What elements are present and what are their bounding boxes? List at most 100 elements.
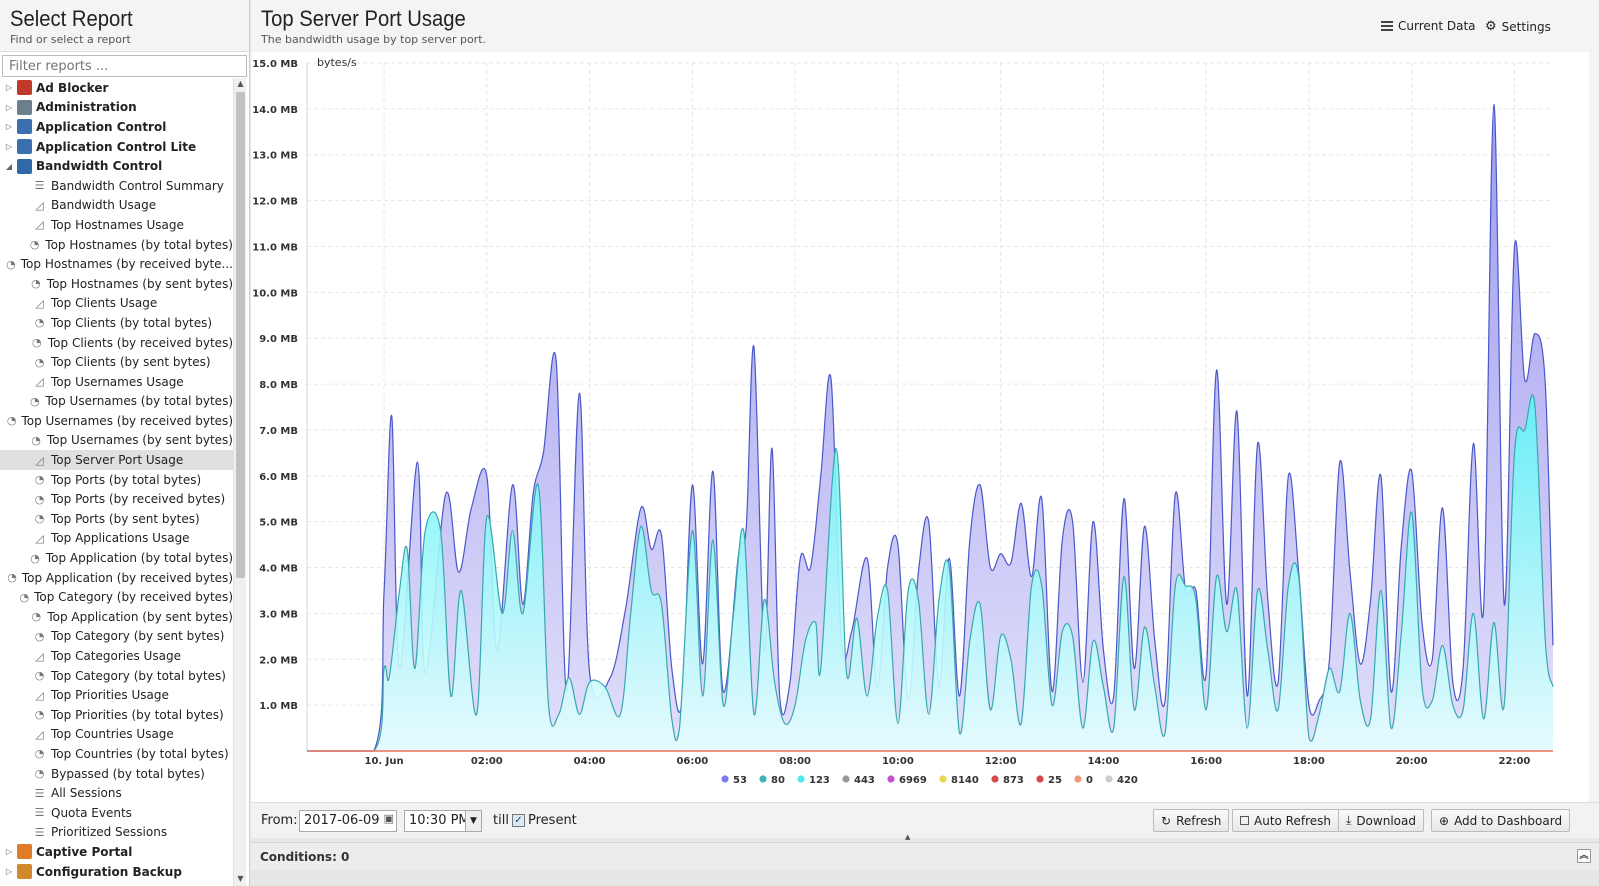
- bandwidth-control-icon: [17, 158, 32, 174]
- legend-label[interactable]: 443: [854, 775, 875, 786]
- expand-triangle-icon[interactable]: ▷: [5, 847, 13, 857]
- expand-triangle-icon[interactable]: ▷: [5, 867, 13, 877]
- add-to-dashboard-button[interactable]: ⊕ Add to Dashboard: [1431, 809, 1571, 832]
- legend-marker[interactable]: [991, 775, 999, 783]
- scroll-down-arrow-icon[interactable]: ▼: [237, 874, 244, 883]
- legend-label[interactable]: 6969: [899, 775, 927, 786]
- tree-report-item[interactable]: ◔ Top Clients (by total bytes): [0, 313, 233, 333]
- tree-group-item[interactable]: ▷ Administration: [0, 98, 233, 118]
- tree-group-item[interactable]: ◢ Bandwidth Control: [0, 156, 233, 176]
- tree-group-item[interactable]: ▷ Configuration Backup: [0, 862, 233, 882]
- legend-label[interactable]: 873: [1003, 775, 1024, 786]
- legend-label[interactable]: 80: [771, 775, 785, 786]
- legend-marker[interactable]: [759, 775, 767, 783]
- tree-report-item[interactable]: ◔ Top Clients (by sent bytes): [0, 352, 233, 372]
- report-tree-scrollbar[interactable]: ▲ ▼: [233, 78, 246, 886]
- tree-report-item[interactable]: ◿ Top Applications Usage: [0, 529, 233, 549]
- tree-report-item[interactable]: ◿ Top Usernames Usage: [0, 372, 233, 392]
- chevron-down-icon[interactable]: ▼: [465, 811, 481, 831]
- tree-report-item[interactable]: ◔ Top Priorities (by total bytes): [0, 705, 233, 725]
- tree-report-item[interactable]: ◔ Top Application (by received bytes): [0, 568, 233, 588]
- tree-report-item[interactable]: ◔ Top Ports (by sent bytes): [0, 509, 233, 529]
- legend-label[interactable]: 0: [1086, 775, 1093, 786]
- tree-report-item[interactable]: ☰ Prioritized Sessions: [0, 823, 233, 843]
- x-tick-label: 02:00: [471, 756, 503, 767]
- tree-report-item[interactable]: ◔ Top Category (by received bytes): [0, 587, 233, 607]
- collapse-arrow-icon[interactable]: ▲: [905, 833, 911, 841]
- tree-report-item[interactable]: ☰ Bandwidth Control Summary: [0, 176, 233, 196]
- settings-button[interactable]: ⚙ Settings: [1485, 19, 1551, 34]
- tree-report-item[interactable]: ◿ Top Categories Usage: [0, 646, 233, 666]
- tree-report-item[interactable]: ◔ Top Usernames (by sent bytes): [0, 431, 233, 451]
- tree-report-item[interactable]: ◔ Top Usernames (by total bytes): [0, 392, 233, 412]
- tree-report-item[interactable]: ◿ Top Server Port Usage: [0, 450, 233, 470]
- tree-report-item[interactable]: ◔ Top Countries (by total bytes): [0, 744, 233, 764]
- bandwidth-chart: 1.0 MB 2.0 MB 3.0 MB 4.0 MB 5.0 MB 6.0 MB 7.0 …: [251, 52, 1589, 802]
- x-tick-label: 16:00: [1190, 756, 1222, 767]
- legend-marker[interactable]: [1036, 775, 1044, 783]
- tree-report-item[interactable]: ◔ Top Ports (by received bytes): [0, 489, 233, 509]
- expand-triangle-icon[interactable]: ▷: [5, 142, 13, 152]
- tree-report-item[interactable]: ◿ Top Clients Usage: [0, 294, 233, 314]
- collapse-triangle-icon[interactable]: ◢: [5, 161, 13, 171]
- auto-refresh-button[interactable]: Auto Refresh: [1232, 809, 1339, 832]
- tree-report-item[interactable]: ◔ Top Hostnames (by total bytes): [0, 235, 233, 255]
- legend-marker[interactable]: [887, 775, 895, 783]
- legend-marker[interactable]: [721, 775, 729, 783]
- tree-report-item[interactable]: ◔ Top Hostnames (by received byte...: [0, 254, 233, 274]
- tree-report-item[interactable]: ◔ Top Application (by total bytes): [0, 548, 233, 568]
- legend-marker[interactable]: [1105, 775, 1113, 783]
- legend-label[interactable]: 25: [1048, 775, 1062, 786]
- tree-report-item[interactable]: ◔ Top Ports (by total bytes): [0, 470, 233, 490]
- tree-report-item[interactable]: ◔ Top Hostnames (by sent bytes): [0, 274, 233, 294]
- from-date-field[interactable]: 2017-06-09 ▣: [299, 810, 397, 832]
- tree-report-item[interactable]: ◿ Bandwidth Usage: [0, 196, 233, 216]
- present-checkbox[interactable]: ✓: [512, 814, 525, 827]
- tree-item-label: Top Hostnames (by received byte...: [20, 257, 233, 272]
- expand-conditions-icon[interactable]: ︽: [1577, 849, 1591, 863]
- tree-report-item[interactable]: ◔ Top Application (by sent bytes): [0, 607, 233, 627]
- tree-report-item[interactable]: ◔ Top Category (by total bytes): [0, 666, 233, 686]
- tree-item-label: Top Usernames (by sent bytes): [46, 433, 233, 448]
- legend-marker[interactable]: [797, 775, 805, 783]
- legend-label[interactable]: 53: [733, 775, 747, 786]
- legend-marker[interactable]: [1074, 775, 1082, 783]
- tree-report-item[interactable]: ◿ Top Priorities Usage: [0, 685, 233, 705]
- tree-group-item[interactable]: ▷ Ad Blocker: [0, 78, 233, 98]
- tree-report-item[interactable]: ◔ Top Usernames (by received bytes): [0, 411, 233, 431]
- tree-report-item[interactable]: ☰ All Sessions: [0, 783, 233, 803]
- tree-report-item[interactable]: ◔ Top Clients (by received bytes): [0, 333, 233, 353]
- calendar-icon[interactable]: ▣: [383, 812, 394, 825]
- legend-label[interactable]: 123: [809, 775, 830, 786]
- current-data-button[interactable]: Current Data: [1381, 19, 1476, 33]
- tree-report-item[interactable]: ◿ Top Hostnames Usage: [0, 215, 233, 235]
- tree-report-item[interactable]: ☰ Quota Events: [0, 803, 233, 823]
- x-tick-label: 06:00: [676, 756, 708, 767]
- legend-marker[interactable]: [939, 775, 947, 783]
- filter-reports-input[interactable]: [2, 55, 247, 77]
- tree-group-item[interactable]: ▷ Captive Portal: [0, 842, 233, 862]
- expand-triangle-icon[interactable]: ▷: [5, 102, 13, 112]
- scroll-up-arrow-icon[interactable]: ▲: [237, 79, 244, 88]
- expand-triangle-icon[interactable]: ▷: [5, 122, 13, 132]
- download-button[interactable]: ⤓ Download: [1338, 809, 1424, 832]
- tree-report-item[interactable]: ◔ Top Category (by sent bytes): [0, 627, 233, 647]
- pie-chart-icon: ◔: [34, 767, 45, 781]
- legend-marker[interactable]: [842, 775, 850, 783]
- conditions-bar[interactable]: Conditions: 0 ︽: [251, 842, 1599, 870]
- tree-report-item[interactable]: ◔ Bypassed (by total bytes): [0, 764, 233, 784]
- expand-triangle-icon[interactable]: ▷: [5, 83, 13, 93]
- from-time-field[interactable]: 10:30 PM ▼: [404, 810, 482, 832]
- tree-group-item[interactable]: ▷ Application Control Lite: [0, 137, 233, 157]
- tree-item-label: Bypassed (by total bytes): [51, 766, 205, 781]
- y-tick-label: 5.0 MB: [259, 518, 298, 529]
- legend-label[interactable]: 8140: [951, 775, 979, 786]
- tree-report-item[interactable]: ◿ Top Countries Usage: [0, 725, 233, 745]
- refresh-button[interactable]: ↻ Refresh: [1153, 809, 1230, 832]
- panel-splitter[interactable]: ▲: [251, 833, 1599, 842]
- legend-label[interactable]: 420: [1117, 775, 1138, 786]
- area-chart-icon: ◿: [35, 218, 44, 232]
- tree-group-item[interactable]: ▷ Application Control: [0, 117, 233, 137]
- scrollbar-thumb[interactable]: [236, 92, 245, 578]
